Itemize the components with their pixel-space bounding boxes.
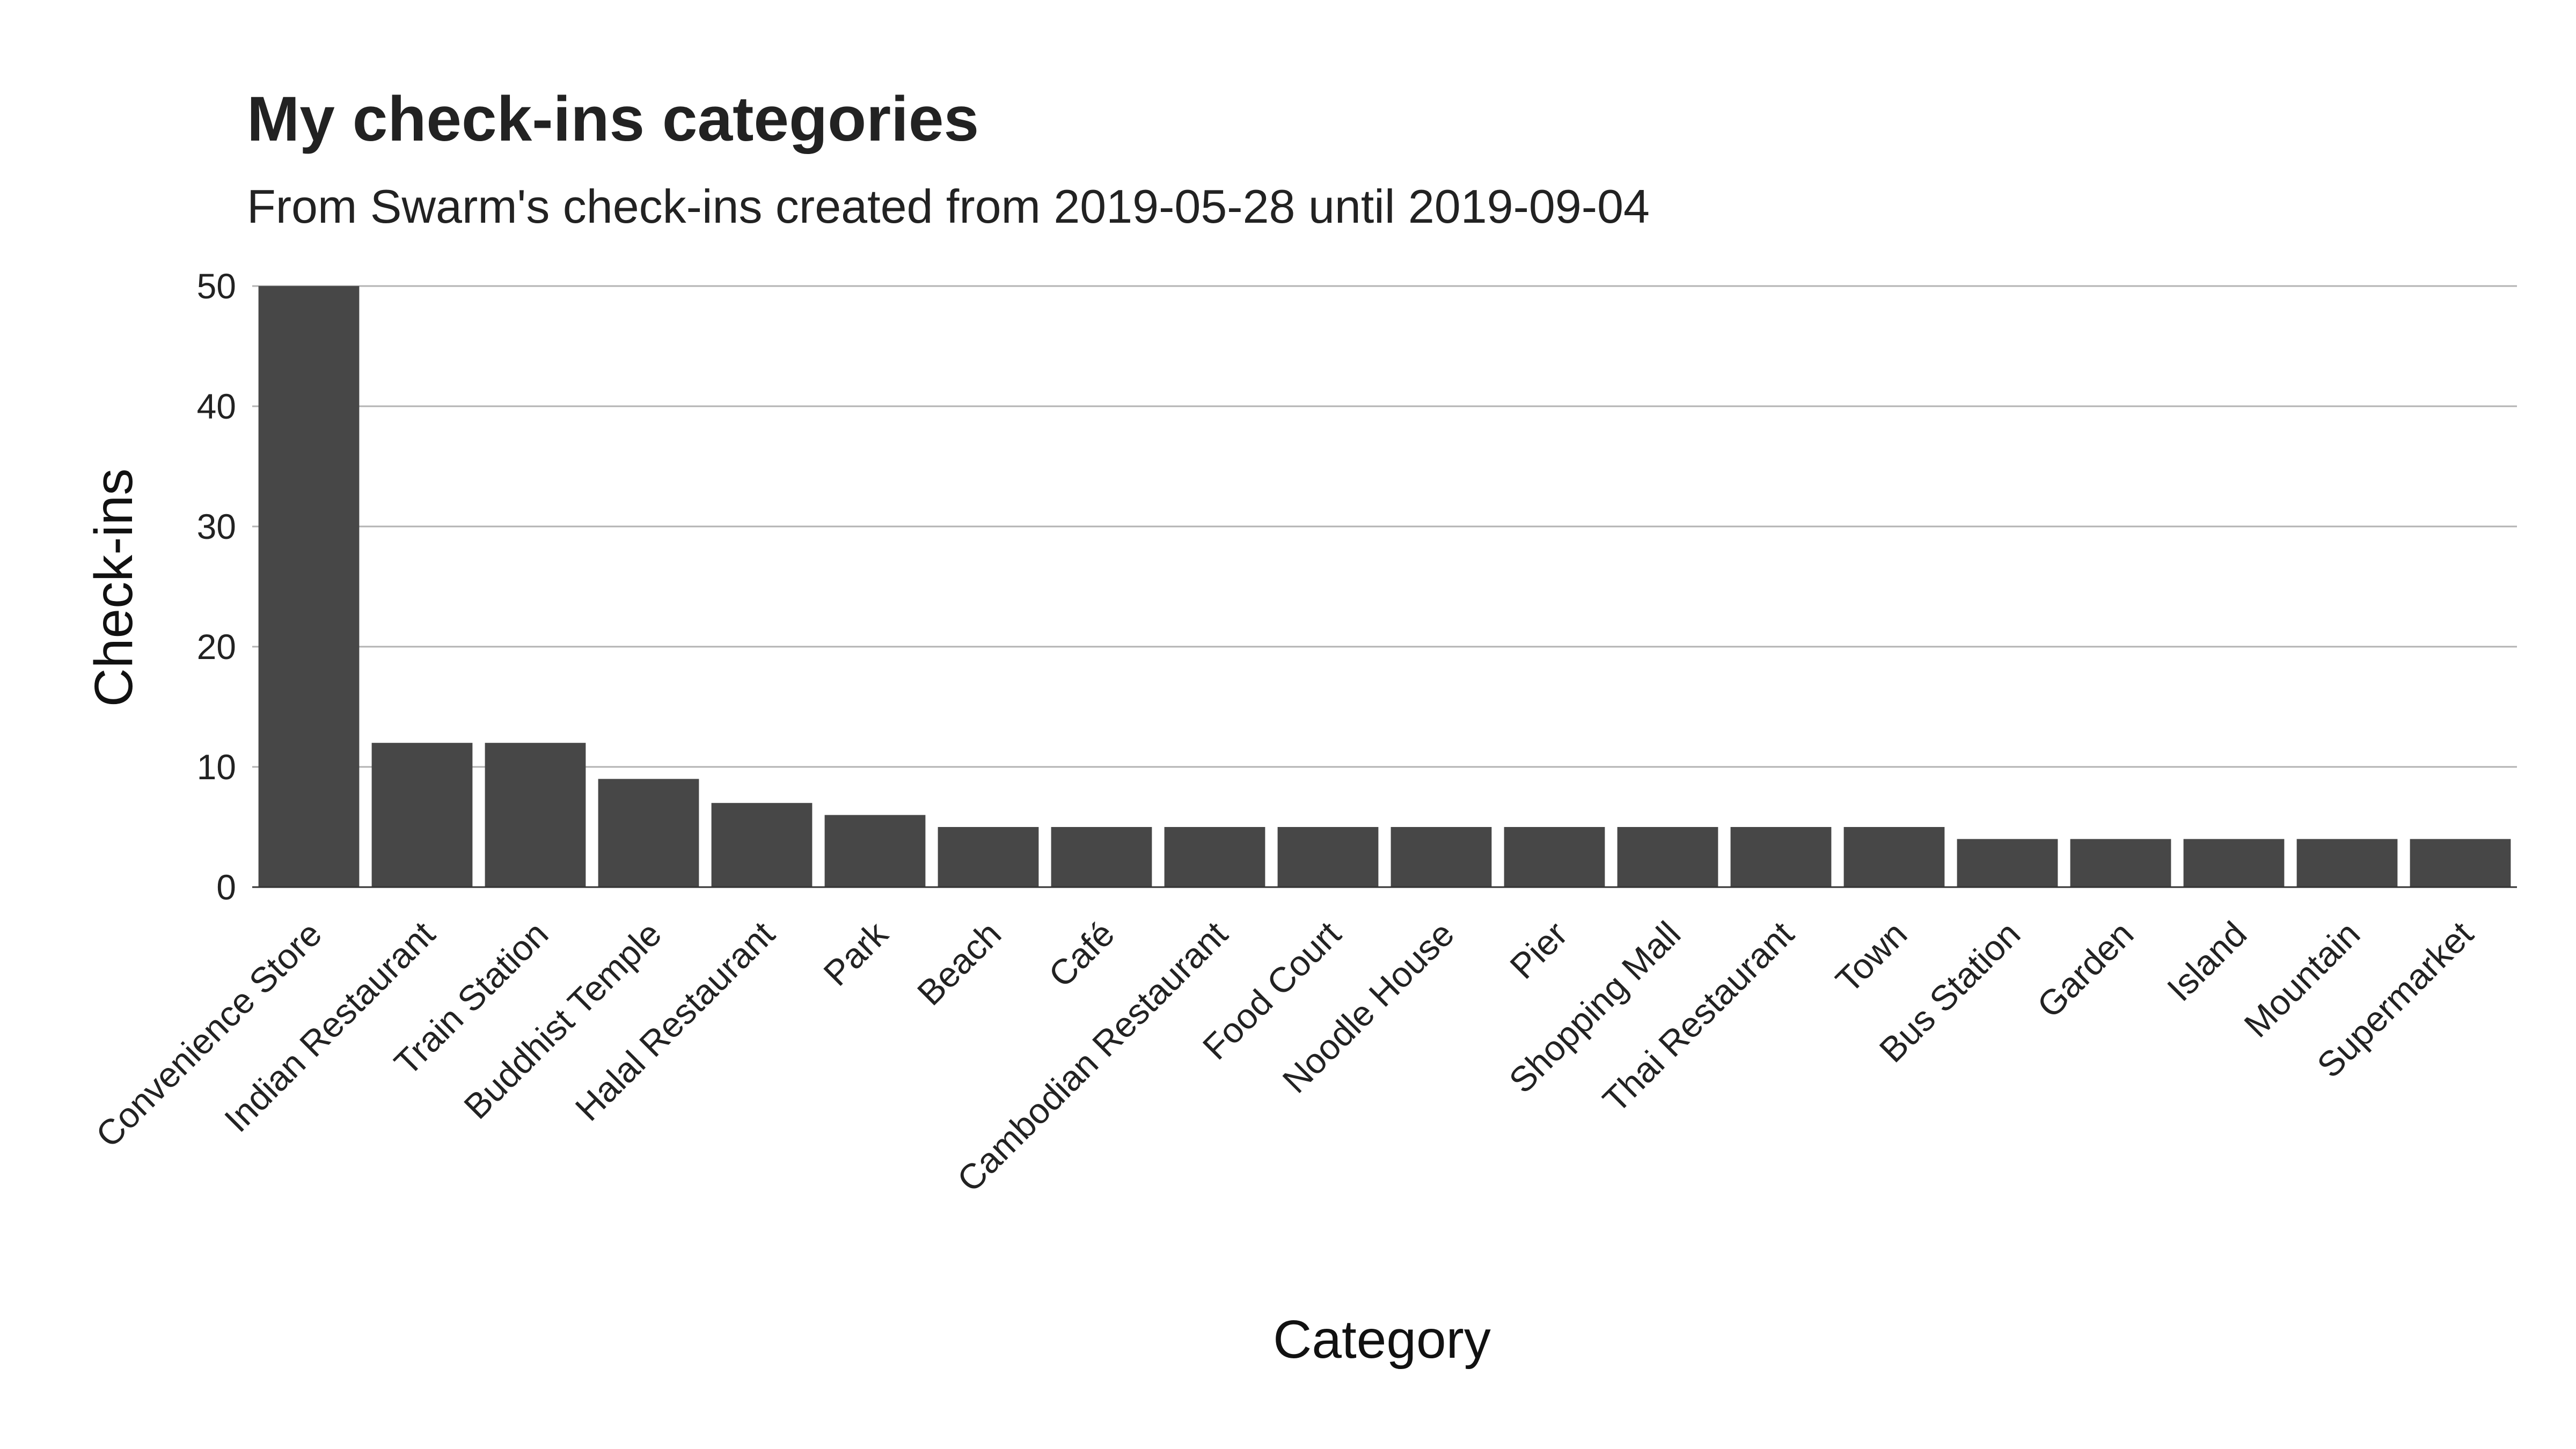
- bar: [1504, 827, 1605, 887]
- x-tick-label: Beach: [910, 914, 1009, 1013]
- bar: [2296, 839, 2398, 887]
- y-tick-labels: 0 10 20 30 40 50: [197, 266, 236, 907]
- bar: [1277, 827, 1379, 887]
- x-tick-label: Island: [2160, 914, 2255, 1009]
- y-tick-label: 10: [197, 747, 236, 787]
- x-tick-label: Convenience Store: [88, 914, 329, 1155]
- bars: [258, 286, 2511, 887]
- x-tick-label: Pier: [1502, 914, 1575, 986]
- bar: [258, 286, 360, 887]
- bar: [1391, 827, 1492, 887]
- bar: [371, 743, 473, 887]
- y-tick-label: 30: [197, 507, 236, 546]
- x-tick-label: Park: [816, 913, 896, 993]
- bar: [2070, 839, 2171, 887]
- x-tick-label: Garden: [2029, 914, 2141, 1026]
- bar: [1843, 827, 1945, 887]
- y-tick-label: 20: [197, 627, 236, 667]
- bar: [1957, 839, 2058, 887]
- y-tick-label: 0: [216, 867, 236, 907]
- bar: [485, 743, 586, 887]
- bar: [2183, 839, 2285, 887]
- x-axis-title: Category: [1273, 1309, 1491, 1370]
- bar: [938, 827, 1039, 887]
- x-tick-label: Buddhist Temple: [456, 914, 669, 1127]
- x-tick-label: Town: [1828, 914, 1914, 1000]
- bar: [1730, 827, 1832, 887]
- chart-title: My check-ins categories: [247, 84, 979, 155]
- bar: [2410, 839, 2511, 887]
- x-tick-label: Halal Restaurant: [567, 914, 782, 1129]
- chart-subtitle: From Swarm's check-ins created from 2019…: [247, 180, 1650, 233]
- y-axis-title: Check-ins: [84, 469, 144, 707]
- y-tick-label: 50: [197, 266, 236, 306]
- x-tick-label: Indian Restaurant: [217, 914, 443, 1140]
- grid-lines: [252, 285, 2517, 768]
- bar: [711, 803, 813, 887]
- bar: [824, 815, 926, 887]
- x-tick-label: Thai Restaurant: [1595, 914, 1801, 1120]
- bar: [1051, 827, 1152, 887]
- x-tick-label: Café: [1041, 914, 1122, 995]
- bar: [1617, 827, 1718, 887]
- bar: [1164, 827, 1265, 887]
- bar: [598, 779, 699, 887]
- y-tick-label: 40: [197, 386, 236, 426]
